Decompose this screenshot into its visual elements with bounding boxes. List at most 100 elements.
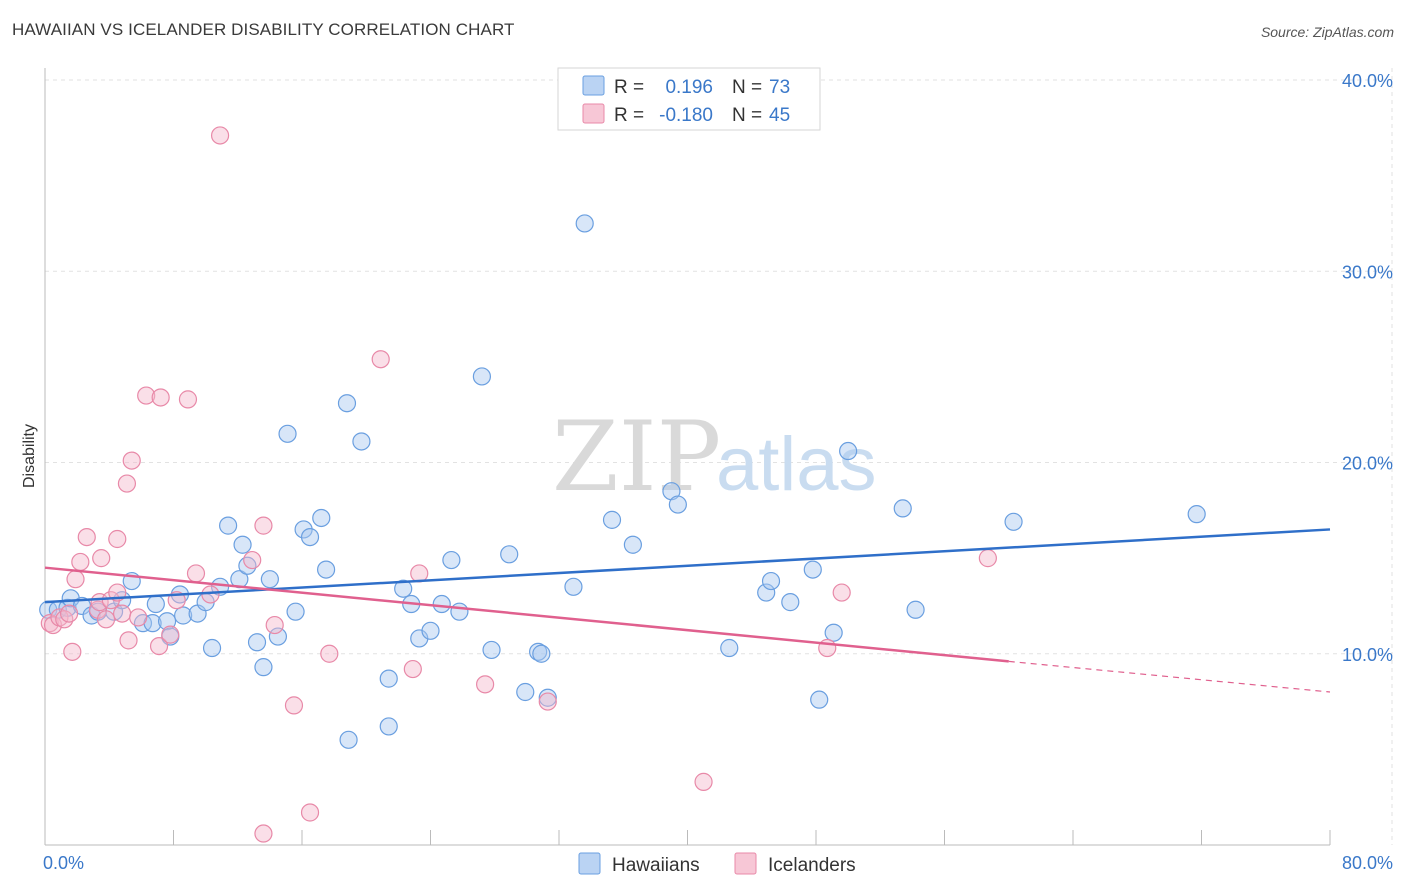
legend-r-value-icelanders: -0.180 <box>659 105 713 126</box>
hawaiian-point-62 <box>763 573 780 590</box>
hawaiian-point-36 <box>340 731 357 748</box>
icelander-point-32 <box>255 517 272 534</box>
icelander-point-36 <box>321 645 338 662</box>
hawaiian-point-21 <box>220 517 237 534</box>
icelander-point-24 <box>162 626 179 643</box>
hawaiian-point-65 <box>811 691 828 708</box>
hawaiian-point-68 <box>894 500 911 517</box>
hawaiian-point-57 <box>624 536 641 553</box>
y-tick-label-1: 20.0% <box>1342 454 1393 474</box>
legend-n-value-hawaiians: 73 <box>769 77 790 98</box>
hawaiian-point-63 <box>782 594 799 611</box>
icelander-point-11 <box>93 550 110 567</box>
hawaiian-point-70 <box>1005 513 1022 530</box>
y-tick-label-0: 10.0% <box>1342 645 1393 665</box>
scatter-chart: ZIP atlas 10.0% 20.0% 30.0% 40.0% 0.0% 80.0%… <box>0 0 1406 892</box>
icelander-point-35 <box>302 804 319 821</box>
hawaiian-point-60 <box>721 640 738 657</box>
watermark-atlas: atlas <box>716 422 877 507</box>
hawaiian-point-66 <box>825 624 842 641</box>
hawaiian-point-12 <box>147 596 164 613</box>
legend-r-value-hawaiians: 0.196 <box>665 77 713 98</box>
icelander-point-17 <box>118 475 135 492</box>
icelander-point-40 <box>477 676 494 693</box>
hawaiian-point-46 <box>451 603 468 620</box>
icelander-point-41 <box>539 693 556 710</box>
icelander-point-19 <box>123 452 140 469</box>
icelander-point-44 <box>833 584 850 601</box>
watermark-zip: ZIP <box>552 401 721 513</box>
hawaiian-point-48 <box>483 641 500 658</box>
icelander-point-4 <box>61 605 78 622</box>
icelander-point-42 <box>695 773 712 790</box>
series-legend: Hawaiians Icelanders <box>579 853 856 876</box>
hawaiian-point-49 <box>501 546 518 563</box>
icelander-point-31 <box>255 825 272 842</box>
hawaiian-point-32 <box>302 529 319 546</box>
y-tick-label-3: 40.0% <box>1342 71 1393 91</box>
icelander-point-12 <box>98 611 115 628</box>
legend-swatch-icelanders <box>583 104 604 123</box>
icelander-point-37 <box>372 351 389 368</box>
series-legend-swatch-icelanders[interactable] <box>735 853 756 874</box>
hawaiian-point-44 <box>433 596 450 613</box>
hawaiian-point-30 <box>287 603 304 620</box>
hawaiian-point-35 <box>338 395 355 412</box>
hawaiian-point-19 <box>204 640 221 657</box>
hawaiian-point-26 <box>255 659 272 676</box>
hawaiian-point-56 <box>604 511 621 528</box>
hawaiian-point-43 <box>422 622 439 639</box>
icelander-point-5 <box>64 643 81 660</box>
hawaiian-point-38 <box>380 670 397 687</box>
legend-swatch-hawaiians <box>583 76 604 95</box>
icelander-point-29 <box>212 127 229 144</box>
hawaiian-point-69 <box>907 601 924 618</box>
icelander-trendline-extension <box>1009 661 1330 692</box>
icelander-point-33 <box>266 617 283 634</box>
legend-n-label-hawaiians: N = <box>732 77 762 98</box>
hawaiian-point-71 <box>1188 506 1205 523</box>
watermark: ZIP atlas <box>552 401 877 513</box>
series-legend-swatch-hawaiians[interactable] <box>579 853 600 874</box>
icelander-point-6 <box>67 571 84 588</box>
x-tick-label-max: 80.0% <box>1342 853 1393 873</box>
hawaiian-point-52 <box>533 645 550 662</box>
icelander-point-28 <box>202 586 219 603</box>
y-tick-labels: 10.0% 20.0% 30.0% 40.0% <box>1342 71 1393 665</box>
icelander-point-26 <box>179 391 196 408</box>
icelander-point-27 <box>187 565 204 582</box>
icelander-point-16 <box>114 605 131 622</box>
icelander-point-30 <box>244 552 261 569</box>
hawaiian-point-39 <box>380 718 397 735</box>
series-legend-label-icelanders[interactable]: Icelanders <box>768 855 856 876</box>
hawaiian-point-45 <box>443 552 460 569</box>
series-legend-label-hawaiians[interactable]: Hawaiians <box>612 855 700 876</box>
icelander-point-45 <box>979 550 996 567</box>
hawaiian-point-34 <box>318 561 335 578</box>
y-tick-label-2: 30.0% <box>1342 262 1393 282</box>
icelander-point-20 <box>130 609 147 626</box>
icelander-point-18 <box>120 632 137 649</box>
hawaiian-point-67 <box>840 443 857 460</box>
hawaiian-point-50 <box>517 684 534 701</box>
x-tick-labels: 0.0% 80.0% <box>43 853 1393 873</box>
hawaiian-point-54 <box>565 578 582 595</box>
trendlines <box>45 529 1330 692</box>
icelander-point-34 <box>285 697 302 714</box>
icelander-point-23 <box>152 389 169 406</box>
legend-r-label-hawaiians: R = <box>614 77 644 98</box>
hawaiian-point-59 <box>669 496 686 513</box>
icelander-point-7 <box>72 553 89 570</box>
hawaiian-point-55 <box>576 215 593 232</box>
legend-r-label-icelanders: R = <box>614 105 644 126</box>
x-tick-label-min: 0.0% <box>43 853 84 873</box>
correlation-legend: R = 0.196 N = 73 R = -0.180 N = 45 <box>558 68 820 130</box>
icelander-point-38 <box>404 661 421 678</box>
hawaiian-point-29 <box>279 425 296 442</box>
icelander-point-8 <box>78 529 95 546</box>
icelander-point-15 <box>109 531 126 548</box>
hawaiian-point-47 <box>473 368 490 385</box>
hawaiian-point-25 <box>249 634 266 651</box>
legend-n-value-icelanders: 45 <box>769 105 790 126</box>
hawaiian-point-27 <box>261 571 278 588</box>
